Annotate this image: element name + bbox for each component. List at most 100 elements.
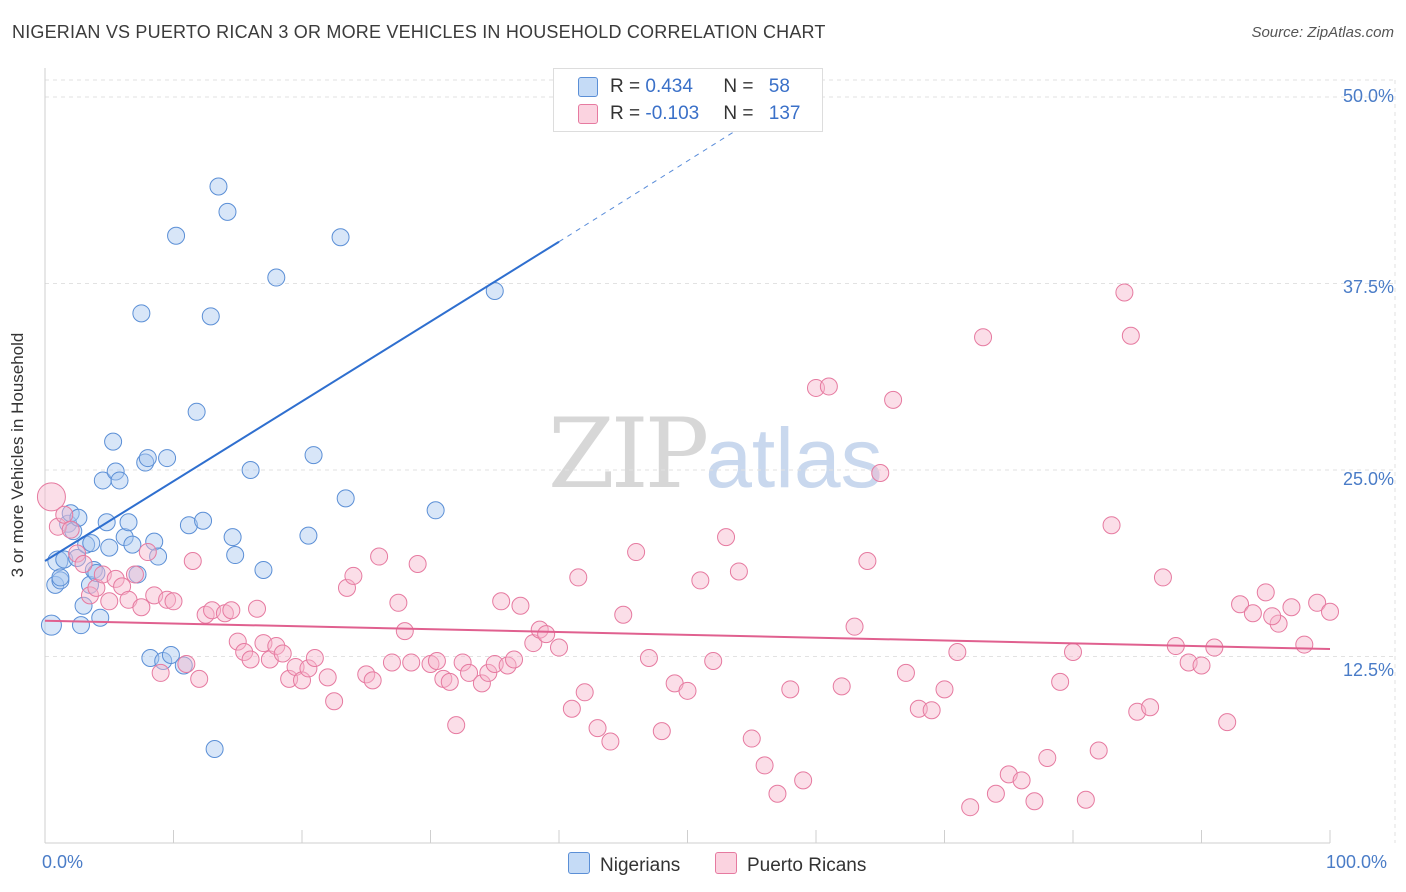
nigerian-point <box>209 177 228 196</box>
puerto-rican-point <box>248 599 267 618</box>
puerto-rican-point <box>395 622 414 641</box>
puerto-rican-point <box>511 596 530 615</box>
puerto-rican-point <box>447 716 466 735</box>
puerto-rican-point <box>1076 790 1095 809</box>
legend-swatch <box>578 103 598 124</box>
puerto-rican-point <box>1064 643 1082 662</box>
puerto-rican-point <box>742 729 761 748</box>
puerto-rican-point <box>781 680 800 699</box>
puerto-rican-point <box>183 552 202 571</box>
nigerian-point <box>82 534 101 553</box>
puerto-rican-point <box>453 653 472 672</box>
bottom-legend-nigerians: Nigerians <box>568 852 680 877</box>
nigerian-point <box>158 449 177 468</box>
puerto-rican-point <box>1102 516 1121 535</box>
puerto-rican-point <box>106 569 125 588</box>
puerto-rican-point <box>267 637 286 656</box>
puerto-rican-point <box>1121 326 1140 345</box>
puerto-rican-point <box>74 554 93 573</box>
nigerian-point <box>138 449 157 468</box>
nigerian-point <box>331 228 350 247</box>
puerto-rican-point <box>627 543 646 562</box>
puerto-rican-point <box>678 681 697 700</box>
puerto-rican-point <box>440 672 459 691</box>
nigerian-point <box>110 471 129 490</box>
puerto-rican-point <box>562 699 581 718</box>
puerto-rican-point <box>61 520 80 539</box>
puerto-rican-point <box>1153 568 1172 587</box>
puerto-rican-point <box>755 756 774 775</box>
nigerian-point <box>241 461 260 479</box>
y-tick-label: 50.0% <box>1342 86 1394 106</box>
puerto-rican-point <box>639 648 658 667</box>
puerto-rican-point <box>858 552 877 571</box>
puerto-rican-point <box>235 643 254 662</box>
nigerian-trend-line <box>44 240 560 562</box>
puerto-rican-point <box>729 562 748 581</box>
puerto-rican-point <box>273 644 292 663</box>
puerto-rican-point <box>370 547 389 566</box>
legend-label: Puerto Ricans <box>747 855 867 876</box>
nigerian-point <box>115 528 134 547</box>
puerto-rican-point <box>408 554 427 573</box>
nigerian-point <box>100 538 119 557</box>
puerto-rican-point <box>427 651 446 670</box>
puerto-rican-point <box>1115 283 1134 302</box>
nigerian-point <box>426 501 445 520</box>
puerto-rican-point <box>935 680 954 699</box>
puerto-rican-point <box>614 605 633 624</box>
puerto-rican-point <box>460 663 479 682</box>
legend-n-value: 58 <box>768 76 790 97</box>
puerto-rican-point <box>768 784 787 803</box>
puerto-rican-point <box>151 663 170 682</box>
legend-r-value: 0.434 <box>645 76 693 97</box>
puerto-rican-point <box>1269 614 1288 633</box>
nigerian-point <box>299 526 318 545</box>
legend-label: Nigerians <box>600 855 681 876</box>
puerto-rican-point <box>1295 635 1314 654</box>
puerto-rican-point <box>948 643 967 662</box>
puerto-rican-point <box>1141 698 1160 717</box>
legend-n-label: N = <box>723 103 759 124</box>
legend-row-puerto-ricans: R = -0.103 N = 137 <box>578 103 800 127</box>
puerto-rican-point <box>100 592 119 611</box>
legend-swatch <box>578 76 598 97</box>
puerto-rican-point <box>1038 748 1057 767</box>
nigerian-point <box>132 304 151 323</box>
puerto-rican-point <box>402 653 421 672</box>
nigerian-point <box>40 614 62 636</box>
puerto-rican-point <box>871 463 890 482</box>
nigerian-point <box>119 513 138 532</box>
nigerian-point <box>91 608 110 627</box>
puerto-rican-point <box>1231 595 1250 614</box>
nigerian-point <box>187 402 206 421</box>
nigerian-point <box>74 596 93 615</box>
nigerian-point <box>149 547 168 566</box>
puerto-rican-point <box>601 732 620 751</box>
chart-title: NIGERIAN VS PUERTO RICAN 3 OR MORE VEHIC… <box>12 22 826 42</box>
puerto-rican-point <box>293 671 311 690</box>
puerto-rican-point <box>1282 598 1301 617</box>
puerto-rican-trend-line <box>44 619 1331 651</box>
puerto-rican-point <box>1051 672 1070 691</box>
puerto-rican-point <box>1243 604 1262 623</box>
x-tick-label: 100.0% <box>1326 852 1388 872</box>
nigerian-point <box>194 511 213 530</box>
puerto-rican-point <box>1025 792 1044 811</box>
puerto-rican-point <box>68 544 87 563</box>
puerto-rican-point <box>190 669 209 688</box>
nigerian-point <box>87 563 106 582</box>
puerto-rican-point <box>691 571 710 590</box>
puerto-rican-point <box>305 648 324 667</box>
watermark-atlas: atlas <box>705 411 883 505</box>
bottom-legend-puerto-ricans: Puerto Ricans <box>715 852 866 877</box>
nigerian-point <box>336 489 355 508</box>
puerto-rican-point <box>550 638 568 657</box>
nigerian-point <box>71 616 90 635</box>
puerto-rican-point <box>575 683 594 702</box>
puerto-rican-point <box>363 671 382 690</box>
puerto-rican-point <box>961 798 980 817</box>
nigerian-point <box>161 646 180 665</box>
puerto-rican-point <box>492 592 511 611</box>
